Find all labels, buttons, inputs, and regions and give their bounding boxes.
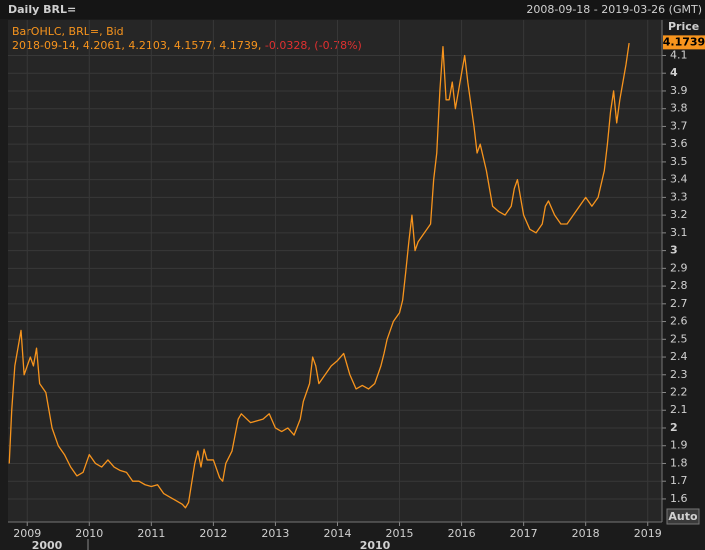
x-tick-label: 2011 — [137, 527, 165, 540]
y-tick-label: 2.4 — [670, 350, 688, 363]
x-tick-label: 2017 — [510, 527, 538, 540]
x-tick-label: 2012 — [199, 527, 227, 540]
legend-title: BarOHLC, BRL=, Bid — [12, 25, 124, 38]
y-tick-label: 4.1 — [670, 48, 688, 61]
y-tick-label: 1.7 — [670, 474, 688, 487]
x-tick-label: 2019 — [634, 527, 662, 540]
legend-values: 2018-09-14, 4.2061, 4.2103, 4.1577, 4.17… — [12, 39, 362, 52]
chart-title: Daily BRL= — [8, 3, 76, 16]
legend-change: -0.0328, (-0.78%) — [265, 39, 362, 52]
header-bar — [0, 0, 705, 19]
x-tick-label: 2018 — [572, 527, 600, 540]
y-tick-label: 1.6 — [670, 492, 688, 505]
y-tick-label: 2.8 — [670, 279, 688, 292]
price-line — [8, 42, 630, 509]
auto-button-label[interactable]: Auto — [668, 510, 698, 523]
x-tick-label: 2015 — [386, 527, 414, 540]
y-tick-label: 3.8 — [670, 102, 688, 115]
y-tick-label: 2.6 — [670, 315, 688, 328]
y-tick-label: 3.9 — [670, 84, 688, 97]
y-tick-label: 2.2 — [670, 386, 688, 399]
x-tick-label: 2010 — [75, 527, 103, 540]
date-range: 2008-09-18 - 2019-03-26 (GMT) — [526, 3, 702, 16]
last-price-box — [663, 35, 705, 50]
y-tick-label: 3.7 — [670, 119, 688, 132]
y-tick-label: 2.7 — [670, 297, 688, 310]
y-axis-label: Price — [668, 20, 699, 33]
y-tick-label: 3.6 — [670, 137, 688, 150]
auto-button[interactable] — [666, 508, 700, 525]
x-tick-label: 2009 — [13, 527, 41, 540]
y-tick-label: 3 — [670, 244, 678, 257]
x-tick-label: 2013 — [261, 527, 289, 540]
y-tick-label: 3.5 — [670, 155, 688, 168]
y-tick-label: 2.1 — [670, 403, 688, 416]
legend-ohlc: 2018-09-14, 4.2061, 4.2103, 4.1577, 4.17… — [12, 39, 261, 52]
y-tick-label: 2 — [670, 421, 678, 434]
y-tick-label: 2.9 — [670, 261, 688, 274]
decade-label: 2000 — [32, 539, 63, 550]
x-tick-label: 2014 — [323, 527, 351, 540]
y-tick-label: 2.5 — [670, 332, 688, 345]
x-tick-label: 2016 — [448, 527, 476, 540]
y-tick-label: 3.2 — [670, 208, 688, 221]
y-tick-label: 2.3 — [670, 368, 688, 381]
decade-label: 2010 — [360, 539, 391, 550]
y-tick-label: 4 — [670, 66, 678, 79]
y-tick-label: 3.4 — [670, 173, 688, 186]
y-tick-label: 1.9 — [670, 439, 688, 452]
plot-area — [8, 20, 662, 522]
y-tick-label: 1.8 — [670, 456, 688, 469]
last-price-label: 4.1739 — [663, 35, 705, 48]
y-tick-label: 3.1 — [670, 226, 688, 239]
y-tick-label: 3.3 — [670, 190, 688, 203]
